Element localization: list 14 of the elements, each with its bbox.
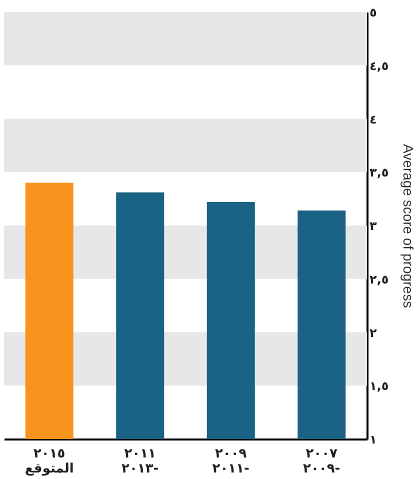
y-tick-label: ٢ <box>370 326 378 340</box>
x-tick-label: ٢٠١٥ المتوقع <box>24 446 74 476</box>
y-tick-label: ٥ <box>370 6 377 20</box>
y-tick-label: ٣ <box>370 219 378 233</box>
y-tick-label: ٢,٥ <box>370 272 389 286</box>
x-tick-label: ٢٠٠٧ ٢٠٠٩- <box>303 446 340 476</box>
x-tick-label: ٢٠٠٩ ٢٠١١- <box>212 446 250 476</box>
y-tick-label: ٤ <box>370 112 377 126</box>
y-tick-label: ١,٥ <box>370 379 389 394</box>
y-tick-label: ١ <box>370 432 377 446</box>
y-tick-label: ٣,٥ <box>370 166 389 180</box>
y-tick-label: ٤,٥ <box>370 58 389 73</box>
y-axis-title: Average score of progress <box>400 144 417 308</box>
x-tick-label: ٢٠١١ ٢٠١٣- <box>122 446 159 476</box>
